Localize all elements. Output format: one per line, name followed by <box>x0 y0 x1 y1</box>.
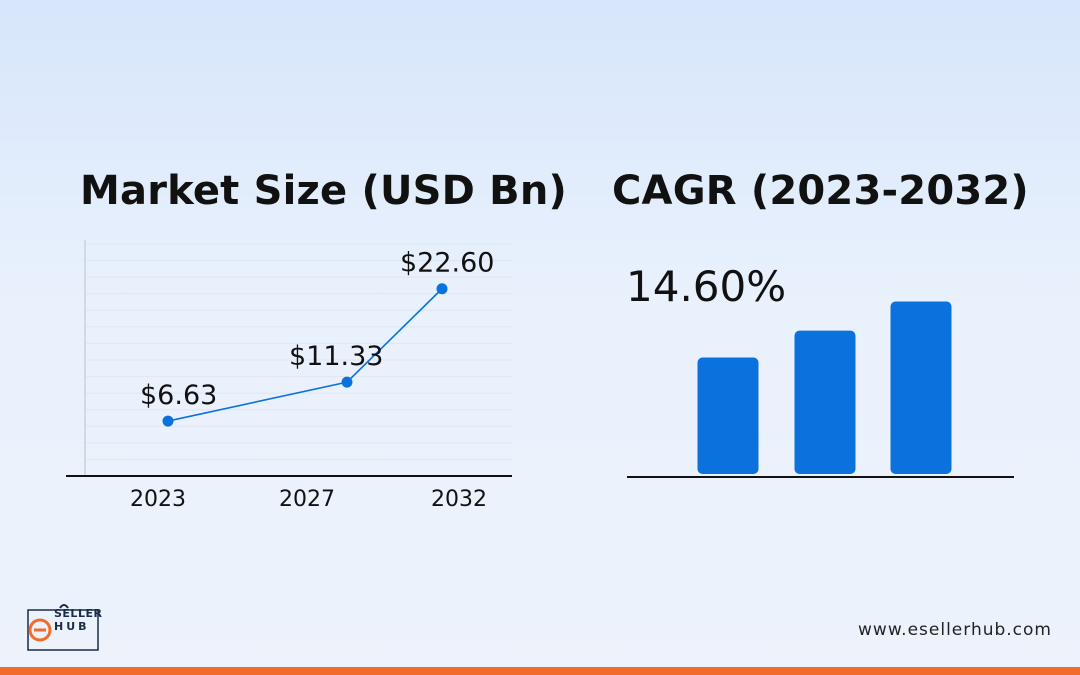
data-point-2032 <box>436 283 448 295</box>
data-label-2032: $22.60 <box>400 248 494 279</box>
eseller-hub-logo: SELLER HUB <box>26 604 103 654</box>
x-tick-label-2032: 2032 <box>431 487 487 512</box>
cagr-title: CAGR (2023-2032) <box>612 168 1029 214</box>
logo-text-hub: HUB <box>54 620 90 633</box>
logo-text-seller: SELLER <box>54 607 103 620</box>
data-point-2027 <box>341 376 353 388</box>
cagr-bar-3 <box>890 301 952 474</box>
cagr-bar-2 <box>794 330 856 474</box>
data-point-2023 <box>162 415 174 427</box>
data-label-2027: $11.33 <box>289 341 383 372</box>
data-label-2023: $6.63 <box>140 380 217 411</box>
cagr-value-label: 14.60% <box>626 262 787 311</box>
cagr-bar-1 <box>697 357 759 474</box>
market-size-title: Market Size (USD Bn) <box>80 168 568 214</box>
bottom-accent-bar <box>0 667 1080 675</box>
x-tick-label-2027: 2027 <box>279 487 335 512</box>
market-size-line-chart: $6.63 2023 $11.33 2027 $22.60 2032 <box>66 240 512 512</box>
e-shopping-bag-logo-icon <box>27 604 99 651</box>
website-url: www.esellerhub.com <box>858 620 1052 640</box>
x-tick-label-2023: 2023 <box>130 487 186 512</box>
cagr-bar-chart <box>627 301 1014 478</box>
